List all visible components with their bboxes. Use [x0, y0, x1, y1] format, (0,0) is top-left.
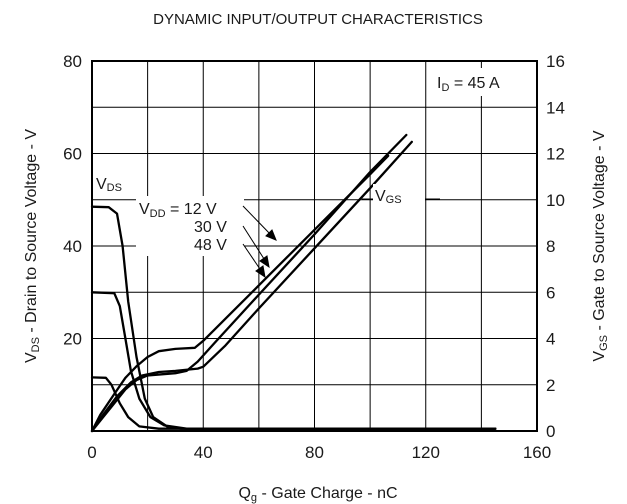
curves — [90, 133, 497, 433]
y-right-tick-label: 10 — [546, 191, 565, 210]
y-left-tick-label: 20 — [63, 330, 82, 349]
y-left-ticks: 80 60 40 20 — [63, 52, 82, 349]
vdd-label-bg — [136, 196, 244, 256]
y-right-tick-label: 12 — [546, 145, 565, 164]
y-right-tick-label: 0 — [546, 422, 555, 441]
x-ticks: 0 40 80 120 160 — [87, 443, 551, 462]
vdd-12v-label: VDD = 12 V — [139, 201, 217, 220]
arrow-30v-head — [259, 255, 270, 269]
x-tick-label: 40 — [194, 443, 213, 462]
y-right-tick-label: 14 — [546, 98, 565, 117]
x-tick-label: 160 — [523, 443, 551, 462]
vds-curve-2 — [90, 291, 497, 430]
x-tick-label: 120 — [412, 443, 440, 462]
arrow-12v-head — [265, 229, 277, 241]
vds-curve-3 — [90, 376, 497, 430]
vds-label: VDS — [96, 176, 122, 194]
y-right-tick-label: 2 — [546, 376, 555, 395]
vdd-48v-label: 48 V — [194, 237, 227, 254]
vgs-curve-3 — [90, 133, 408, 433]
plot-frame — [91, 60, 538, 432]
y-right-tick-label: 16 — [546, 52, 565, 71]
condition-label-bg — [432, 68, 532, 96]
y-right-tick-label: 8 — [546, 237, 555, 256]
vdd-arrows — [242, 205, 277, 279]
arrow-48v — [242, 243, 263, 273]
y-left-tick-label: 40 — [63, 237, 82, 256]
y-right-tick-label: 4 — [546, 330, 555, 349]
condition-label: ID = 45 A — [437, 75, 500, 94]
chart-title: DYNAMIC INPUT/OUTPUT CHARACTERISTICS — [153, 11, 483, 28]
vgs-label: VGS — [375, 188, 402, 206]
y-left-tick-label: 80 — [63, 52, 82, 71]
vgs-curve-2 — [90, 140, 413, 433]
y-left-tick-label: 60 — [63, 145, 82, 164]
arrow-48v-head — [255, 265, 266, 279]
x-tick-label: 80 — [305, 443, 324, 462]
vgs-curve-1 — [90, 154, 390, 433]
arrow-30v — [242, 225, 267, 263]
vdd-30v-label: 30 V — [194, 219, 227, 236]
y-right-ticks: 16 14 12 10 8 6 4 2 0 — [546, 52, 565, 441]
arrow-12v — [242, 205, 273, 237]
y-axis-label-right: VGS - Gate to Source Voltage - V — [591, 130, 610, 361]
x-axis-label: Qg - Gate Charge - nC — [238, 485, 397, 504]
y-right-tick-label: 6 — [546, 283, 555, 302]
y-axis-label-left: VDS - Drain to Source Voltage - V — [23, 129, 42, 363]
x-tick-label: 0 — [87, 443, 96, 462]
vds-label-bg — [94, 172, 132, 194]
vgs-label-bg — [373, 184, 425, 206]
